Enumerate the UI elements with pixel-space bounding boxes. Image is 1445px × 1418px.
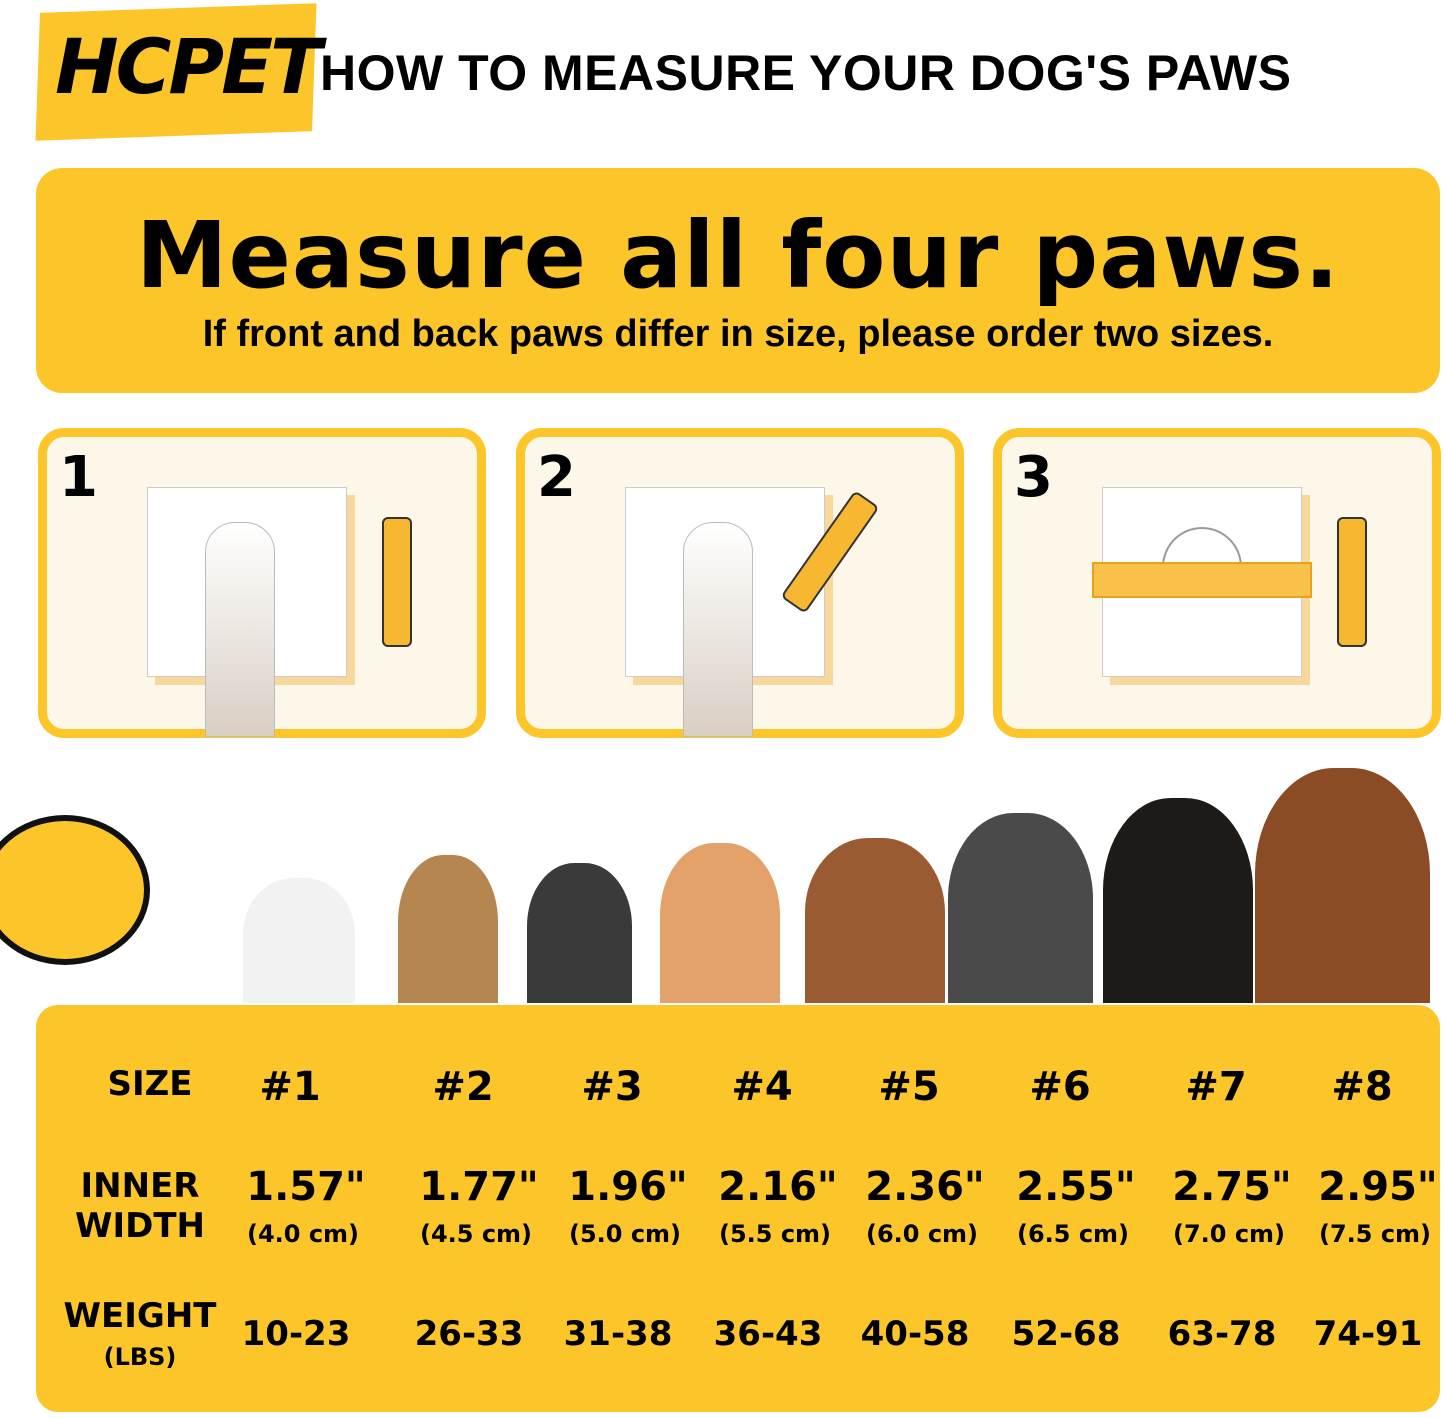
- size-value: #6: [1029, 1064, 1091, 1110]
- size-chart: [36, 1005, 1440, 1412]
- step-number: 1: [59, 445, 98, 510]
- inner-width-label: WIDTH: [74, 1206, 206, 1246]
- size-value: #8: [1331, 1064, 1393, 1110]
- step-number: 2: [537, 445, 576, 510]
- page-title: HOW TO MEASURE YOUR DOG'S PAWS: [320, 45, 1292, 101]
- width-inches: 2.36": [865, 1164, 985, 1210]
- size-value: #4: [731, 1064, 793, 1110]
- width-cm: (6.5 cm): [1016, 1220, 1130, 1248]
- width-inches: 2.75": [1172, 1164, 1292, 1210]
- width-cm: (7.0 cm): [1172, 1220, 1286, 1248]
- weight-range: 40-58: [860, 1314, 970, 1354]
- width-cm: (4.0 cm): [246, 1220, 360, 1248]
- brand-logo: HCPET: [55, 22, 322, 111]
- dog-image-schnauzer: [527, 863, 632, 1003]
- size-value: #2: [432, 1064, 494, 1110]
- weight-unit-label: (LBS): [103, 1343, 177, 1371]
- decorative-swoosh: [0, 815, 150, 965]
- pencil-icon: [382, 517, 412, 647]
- weight-range: 63-78: [1167, 1314, 1277, 1354]
- width-cm: (4.5 cm): [419, 1220, 533, 1248]
- dog-image-rottweiler: [1103, 798, 1253, 1003]
- step-3-panel: 3: [993, 428, 1441, 738]
- weight-range: 36-43: [713, 1314, 823, 1354]
- dog-image-yorkie: [398, 855, 498, 1003]
- dog-image-shiba: [660, 843, 780, 1003]
- paw-illustration: [205, 522, 275, 737]
- width-inches: 1.77": [419, 1164, 539, 1210]
- weight-range: 26-33: [414, 1314, 524, 1354]
- paw-illustration: [683, 522, 753, 737]
- width-cm: (5.0 cm): [568, 1220, 682, 1248]
- width-cm: (5.5 cm): [718, 1220, 832, 1248]
- size-value: #1: [259, 1064, 321, 1110]
- ruler-icon: [1092, 562, 1312, 598]
- weight-label: WEIGHT: [63, 1296, 217, 1336]
- width-cm: (7.5 cm): [1318, 1220, 1432, 1248]
- step-1-panel: 1: [38, 428, 486, 738]
- size-value: #7: [1185, 1064, 1247, 1110]
- dog-image-bichon: [243, 878, 355, 1003]
- pencil-icon: [1337, 517, 1367, 647]
- dog-image-shepherd: [805, 838, 945, 1003]
- width-inches: 2.95": [1318, 1164, 1438, 1210]
- weight-range: 74-91: [1313, 1314, 1423, 1354]
- step-2-panel: 2: [516, 428, 964, 738]
- weight-range: 10-23: [241, 1314, 351, 1354]
- dog-image-saint-bernard: [1255, 768, 1430, 1003]
- inner-width-label: INNER: [80, 1166, 200, 1206]
- banner-heading: Measure all four paws.: [135, 202, 1341, 309]
- weight-range: 31-38: [563, 1314, 673, 1354]
- size-value: #5: [878, 1064, 940, 1110]
- size-value: #3: [581, 1064, 643, 1110]
- width-inches: 2.55": [1016, 1164, 1136, 1210]
- instruction-banner: Measure all four paws. If front and back…: [36, 168, 1440, 393]
- size-label: SIZE: [107, 1064, 193, 1104]
- width-inches: 1.96": [568, 1164, 688, 1210]
- width-inches: 1.57": [246, 1164, 366, 1210]
- width-inches: 2.16": [718, 1164, 838, 1210]
- width-cm: (6.0 cm): [865, 1220, 979, 1248]
- banner-subheading: If front and back paws differ in size, p…: [202, 313, 1274, 355]
- weight-range: 52-68: [1011, 1314, 1121, 1354]
- step-number: 3: [1014, 445, 1053, 510]
- dog-image-husky: [948, 813, 1093, 1003]
